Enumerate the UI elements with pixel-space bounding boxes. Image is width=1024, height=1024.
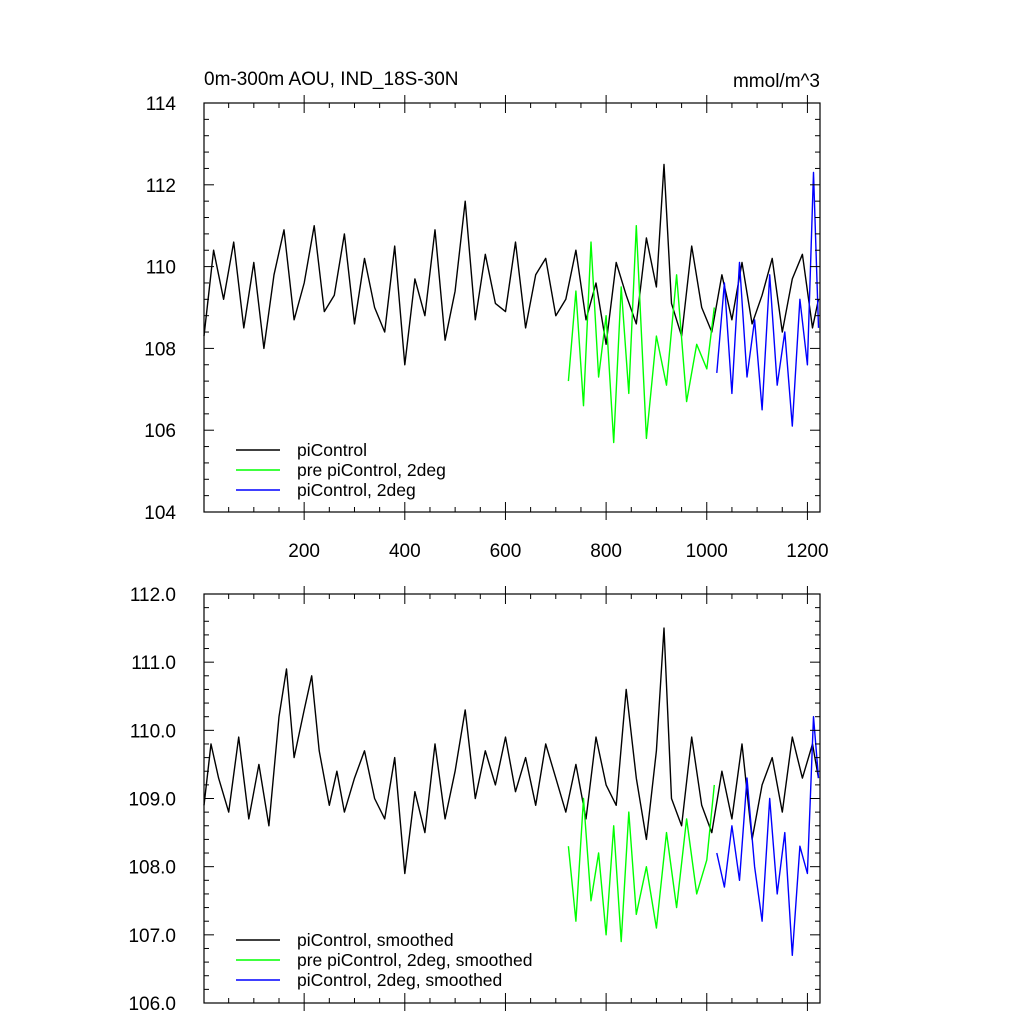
top-panel-series-layer [203,163,820,444]
plot-frame [203,102,821,513]
x-tick-label: 800 [590,541,622,562]
series-line-top-1 [567,224,715,444]
bottom-panel: 106.0 107.0 108.0 109.0 110.0 111.0 112.0 piCo… [128,585,821,1015]
y-tick-label: 107.0 [128,926,176,947]
bottom-panel-axes: 106.0 107.0 108.0 109.0 110.0 111.0 112.0 [128,585,821,1015]
series-line-bottom-2 [716,716,820,956]
y-tick-label: 104 [144,503,176,524]
y-tick-label: 112.0 [130,585,176,606]
y-tick-label: 111.0 [131,653,176,674]
legend-label: piControl, 2deg, smoothed [297,970,502,990]
legend-label: pre piControl, 2deg [297,460,446,480]
legend-label: piControl, smoothed [297,930,454,950]
series-line-top-0 [203,163,820,366]
y-tick-label: 112 [146,176,176,197]
x-tick-label: 600 [490,541,522,562]
top-panel: 0m-300m AOU, IND_18S-30N mmol/m^3 104 106… [144,69,828,562]
x-tick-label: 200 [288,541,320,562]
x-tick-label: 400 [389,541,421,562]
top-panel-title: 0m-300m AOU, IND_18S-30N [204,69,459,90]
y-tick-label: 110 [146,258,176,279]
series-line-top-2 [716,171,820,427]
y-tick-label: 106.0 [128,994,176,1015]
y-tick-label: 109.0 [128,790,176,811]
legend-label: pre piControl, 2deg, smoothed [297,950,532,970]
series-line-bottom-0 [203,627,820,875]
top-panel-units: mmol/m^3 [733,71,820,92]
top-panel-axes: 104 106 108 110 112 114 200 400 600 800 1000 1200 [144,94,828,562]
legend-label: piControl [297,440,367,460]
y-tick-label: 114 [146,94,177,115]
y-tick-label: 106 [144,421,176,442]
y-tick-label: 108.0 [128,858,176,879]
y-tick-label: 110.0 [130,721,176,742]
legend-label: piControl, 2deg [297,480,416,500]
bottom-panel-series-layer [203,627,820,956]
y-tick-label: 108 [144,339,176,360]
x-tick-label: 1200 [786,541,828,562]
series-line-bottom-1 [567,784,715,943]
x-tick-label: 1000 [686,541,728,562]
